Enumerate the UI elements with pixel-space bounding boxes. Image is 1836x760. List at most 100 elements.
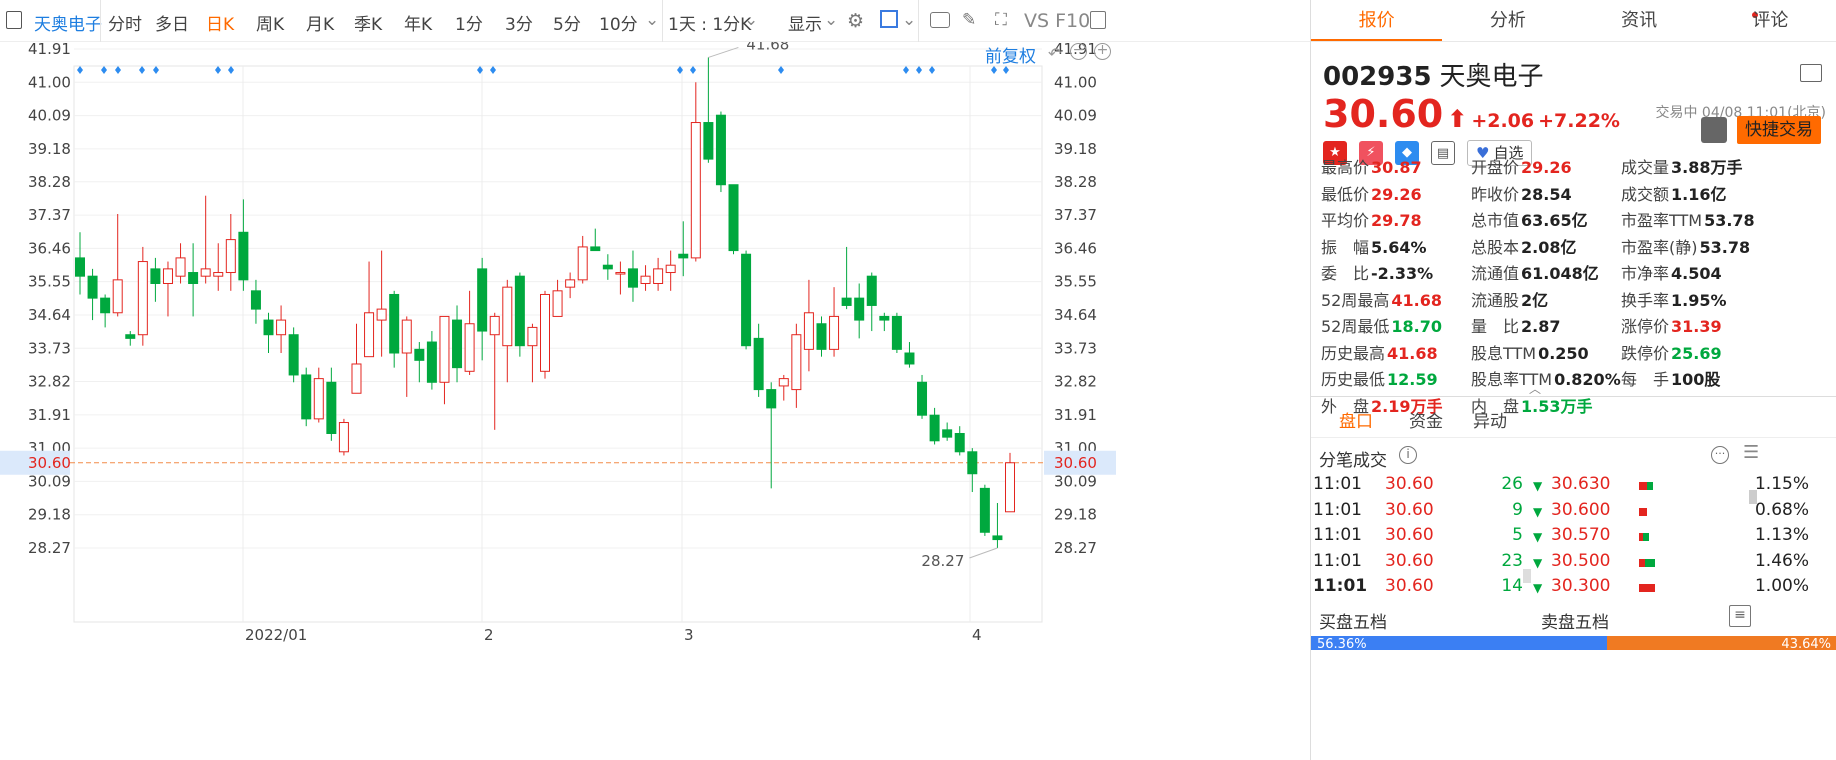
event-marker-icon xyxy=(690,66,696,74)
add-watchlist-button[interactable]: ♥ 自选 xyxy=(1467,140,1533,166)
candle-body xyxy=(917,381,928,416)
unread-dot-icon xyxy=(1751,12,1758,18)
display-menu[interactable]: 显示 xyxy=(788,15,822,35)
expand-icon[interactable]: ≡ xyxy=(1729,605,1751,627)
current-price-label-right: 30.60 xyxy=(1054,454,1097,472)
draw-rect-icon[interactable] xyxy=(880,10,898,28)
quote-cell: 市盈率(静) 53.78 xyxy=(1621,234,1781,261)
quote-label: 内 盘 xyxy=(1471,396,1520,416)
quote-label: 52周最低 xyxy=(1321,317,1390,336)
candle-body xyxy=(301,374,312,420)
quote-label: 股息率TTM xyxy=(1471,370,1553,389)
candle-body xyxy=(879,315,890,321)
tab-analysis[interactable]: 分析 xyxy=(1489,10,1526,31)
depth-bar-green xyxy=(1647,482,1653,490)
period-tab-multiday[interactable]: 多日 xyxy=(155,15,189,35)
period-tab-5min[interactable]: 5分 xyxy=(553,15,581,35)
period-tab-monthly[interactable]: 月K xyxy=(306,15,335,35)
y-tick-label-left: 41.00 xyxy=(28,73,71,91)
info-icon[interactable]: i xyxy=(1399,446,1417,464)
subtab-alerts[interactable]: 异动 xyxy=(1473,412,1507,432)
candle-body xyxy=(351,363,362,394)
y-tick-label-left: 30.09 xyxy=(28,472,71,490)
depth-bar xyxy=(1639,482,1653,490)
quick-trade-button[interactable]: 快捷交易 xyxy=(1737,116,1821,144)
display-chevron-down-icon[interactable]: ⌄ xyxy=(824,10,839,30)
range-select[interactable]: 1天 : 1分K xyxy=(668,15,752,35)
document-icon[interactable]: ▤ xyxy=(1431,141,1455,165)
kline-chart[interactable]: 41.91 41.91 41.00 41.00 40.09 40.09 39.18 39.18… xyxy=(0,42,1310,760)
min-annotation-line xyxy=(969,547,998,559)
collapse-up-icon[interactable]: ︿ xyxy=(1529,382,1542,396)
draw-chevron-down-icon[interactable]: ⌄ xyxy=(902,10,917,30)
quote-label: 外 盘 xyxy=(1321,396,1370,416)
quote-value: 0.820% xyxy=(1554,370,1621,389)
period-more-chevron-icon[interactable]: ⌄ xyxy=(645,10,660,30)
quote-row: 最低价 29.26 昨收价 28.54 成交额 1.16亿 xyxy=(1321,181,1831,208)
compare-f10-button[interactable]: VS F10 xyxy=(1024,10,1091,32)
candle-body xyxy=(514,275,525,347)
period-tab-weekly[interactable]: 周K xyxy=(256,15,285,35)
tick-price: 30.60 xyxy=(1385,474,1434,494)
candle-body xyxy=(540,293,550,372)
buy-sell-ratio-bar: 56.36% 43.64% xyxy=(1311,636,1836,650)
period-tab-yearly[interactable]: 年K xyxy=(404,15,433,35)
zoom-in-icon[interactable]: + xyxy=(1094,43,1111,60)
bell-icon[interactable] xyxy=(1701,117,1727,143)
period-tab-10min[interactable]: 10分 xyxy=(599,15,638,35)
quote-value: 5.64% xyxy=(1371,237,1427,257)
quote-cell: 股息率TTM 0.820% xyxy=(1471,366,1621,393)
candle-body xyxy=(552,290,563,317)
quote-cell: 市盈率TTM 53.78 xyxy=(1621,207,1781,234)
y-tick-label-left: 31.91 xyxy=(28,406,71,424)
y-tick-label-left: 41.91 xyxy=(28,42,71,58)
tick-time: 11:01 xyxy=(1313,525,1362,545)
period-tab-intraday[interactable]: 分时 xyxy=(108,15,142,35)
more-options-icon[interactable]: ··· xyxy=(1711,446,1729,464)
quote-label: 流通值 xyxy=(1471,264,1520,283)
quote-cell: 股息TTM 0.250 xyxy=(1471,340,1621,367)
candle-body xyxy=(112,279,123,314)
candle-body xyxy=(326,381,337,434)
tab-quote[interactable]: 报价 xyxy=(1311,0,1443,41)
tick-row: 11:01 30.60 9 ▼ 30.600 0.68% xyxy=(1311,498,1836,526)
tab-news[interactable]: 资讯 xyxy=(1574,0,1758,41)
subtab-order-book[interactable]: 盘口 xyxy=(1339,412,1373,432)
event-marker-icon xyxy=(677,66,683,74)
ticks-scrollbar[interactable] xyxy=(1523,569,1531,583)
adjust-button[interactable]: 前复权 xyxy=(985,47,1036,67)
sidebar-toggle-icon[interactable] xyxy=(6,11,22,29)
settings-gear-icon[interactable]: ⚙ xyxy=(847,10,865,32)
chart-toolbar: 天奥电子 分时 多日 日K 周K 月K 季K 年K 1分 3分 5分 10分 ⌄… xyxy=(0,0,1310,42)
undo-icon[interactable]: ↶ xyxy=(1048,44,1062,63)
event-marker-icon xyxy=(991,66,997,74)
quote-value: 29.26 xyxy=(1521,158,1572,177)
tab-comments[interactable]: 评论 xyxy=(1752,10,1789,31)
candle-body xyxy=(728,184,739,252)
period-tab-3min[interactable]: 3分 xyxy=(505,15,533,35)
quote-label: 涨停价 xyxy=(1621,317,1670,336)
quote-cell: 内 盘 1.53万手 xyxy=(1471,393,1621,420)
lightning-icon[interactable]: ⚡ xyxy=(1359,141,1383,165)
list-view-icon[interactable]: ☰ xyxy=(1743,442,1760,463)
list-menu-icon[interactable] xyxy=(1800,64,1822,82)
y-tick-label-right: 40.09 xyxy=(1054,107,1097,125)
subtab-funds[interactable]: 资金 xyxy=(1409,412,1443,432)
period-tab-quarterly[interactable]: 季K xyxy=(354,15,383,35)
quote-label: 总股本 xyxy=(1471,237,1520,257)
zoom-out-icon[interactable]: − xyxy=(1070,43,1087,60)
candle-body xyxy=(891,315,902,350)
quote-value: 12.59 xyxy=(1387,370,1438,389)
period-tab-daily[interactable]: 日K xyxy=(206,15,235,35)
quote-value: 61.048亿 xyxy=(1521,264,1599,283)
quote-value: 29.26 xyxy=(1371,184,1422,204)
quote-cell: 52周最低 18.70 xyxy=(1321,313,1471,340)
camera-icon[interactable] xyxy=(930,12,950,28)
panel-toggle-icon[interactable] xyxy=(1090,11,1106,29)
depth-scrollbar[interactable] xyxy=(1749,490,1757,504)
period-tab-1min[interactable]: 1分 xyxy=(455,15,483,35)
tag-icon[interactable]: ◆ xyxy=(1395,141,1419,165)
fullscreen-icon[interactable]: ⛶ xyxy=(995,10,1007,30)
pencil-icon[interactable]: ✎ xyxy=(962,10,977,30)
range-chevron-down-icon[interactable]: ⌄ xyxy=(744,10,759,30)
